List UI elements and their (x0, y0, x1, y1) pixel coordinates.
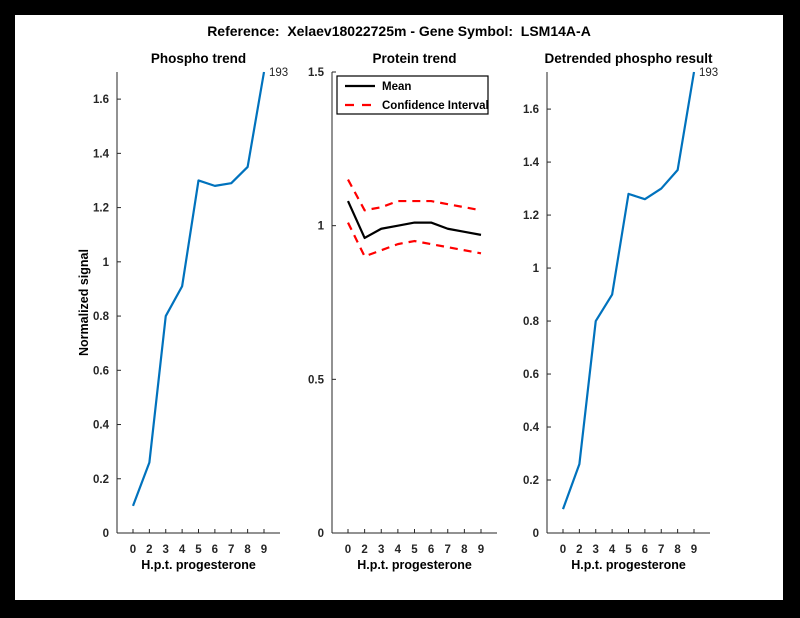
ci-lower-line (347, 222, 482, 258)
y-tick-label: 0.6 (93, 365, 109, 377)
x-axis-label: H.p.t. progesterone (141, 558, 256, 572)
y-tick-label: 0.2 (93, 474, 109, 486)
y-tick-label: 1.6 (523, 104, 539, 116)
x-tick-label: 0 (130, 544, 136, 556)
y-tick-label: 0.5 (308, 374, 325, 386)
y-tick-label: 0 (533, 528, 539, 540)
x-tick-label: 9 (478, 544, 484, 556)
legend-label-mean: Mean (382, 81, 411, 93)
y-tick-label: 0.8 (523, 316, 540, 328)
legend-box (336, 75, 489, 115)
x-tick-label: 7 (658, 544, 664, 556)
y-tick-label: 1.4 (523, 157, 540, 169)
x-tick-label: 6 (212, 544, 218, 556)
x-tick-label: 5 (625, 544, 632, 556)
x-tick-label: 8 (244, 544, 251, 556)
y-tick-label: 0 (103, 528, 109, 540)
x-tick-label: 4 (395, 544, 402, 556)
x-tick-label: 3 (378, 544, 384, 556)
x-tick-label: 7 (228, 544, 234, 556)
x-tick-label: 8 (461, 544, 468, 556)
x-tick-label: 3 (593, 544, 599, 556)
phospho-trend-chart: 00.20.40.60.811.21.41.60 2 3 4 5 6 7 8 9Phospho … (77, 51, 288, 572)
series-count-annotation: 193 (699, 67, 718, 79)
x-axis-label: H.p.t. progesterone (571, 558, 686, 572)
x-tick-label: 2 (576, 544, 582, 556)
phospho-signal-line (131, 71, 266, 507)
x-tick-label: 2 (361, 544, 367, 556)
y-tick-label: 0.4 (93, 420, 110, 432)
y-tick-label: 0.6 (523, 369, 539, 381)
x-tick-label: 8 (674, 544, 681, 556)
x-axis-label: H.p.t. progesterone (357, 558, 472, 572)
y-tick-label: 0.8 (93, 311, 110, 323)
x-tick-label: 4 (609, 544, 616, 556)
x-tick-label: 0 (345, 544, 351, 556)
x-tick-label: 6 (642, 544, 648, 556)
x-tick-label: 4 (179, 544, 186, 556)
chart-title: Protein trend (372, 51, 456, 66)
figure-title: Reference: Xelaev18022725m - Gene Symbol… (207, 23, 591, 39)
y-tick-label: 1.6 (93, 94, 109, 106)
x-tick-label: 3 (163, 544, 169, 556)
detrended-phospho-result-chart: 00.20.40.60.811.21.41.60 2 3 4 5 6 7 8 9Detrende… (523, 51, 718, 572)
y-tick-label: 0 (318, 528, 324, 540)
x-tick-label: 7 (445, 544, 451, 556)
y-tick-label: 0.2 (523, 475, 539, 487)
x-tick-label: 0 (560, 544, 566, 556)
legend: Mean Confidence Interval (336, 75, 489, 115)
chart-title: Phospho trend (151, 51, 246, 66)
series-count-annotation: 193 (269, 67, 288, 79)
y-tick-label: 1.2 (523, 210, 539, 222)
x-tick-label: 5 (411, 544, 418, 556)
y-tick-label: 1 (533, 263, 540, 275)
mean-line (346, 200, 482, 240)
y-tick-label: 1.5 (308, 67, 325, 79)
y-axis-label: Normalized signal (77, 249, 91, 356)
y-tick-label: 1 (318, 221, 325, 233)
x-tick-label: 9 (691, 544, 697, 556)
legend-label-confidence-interval: Confidence Interval (382, 100, 489, 112)
x-tick-label: 9 (261, 544, 267, 556)
figure-canvas-area: Reference: Xelaev18022725m - Gene Symbol… (15, 15, 783, 600)
x-tick-label: 2 (146, 544, 152, 556)
y-tick-label: 1.4 (93, 148, 110, 160)
y-tick-label: 0.4 (523, 422, 540, 434)
x-tick-label: 5 (195, 544, 202, 556)
y-tick-label: 1 (103, 257, 110, 269)
charts-canvas: 00.20.40.60.811.21.41.60 2 3 4 5 6 7 8 9Phospho … (77, 51, 718, 572)
x-tick-label: 6 (428, 544, 434, 556)
y-tick-label: 1.2 (93, 203, 109, 215)
chart-title: Detrended phospho result (544, 51, 713, 66)
ci-upper-line (347, 179, 482, 212)
detrended-phospho-signal-line (561, 71, 696, 510)
